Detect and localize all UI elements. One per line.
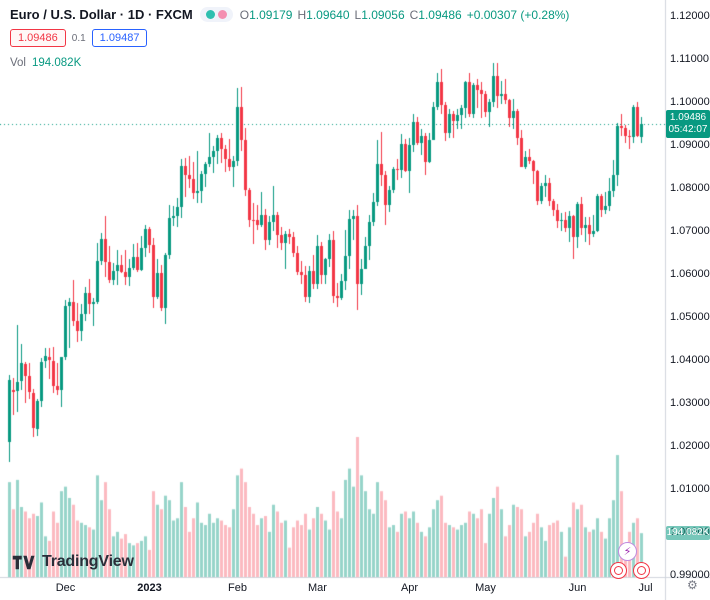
time-axis-label: Jul [638, 582, 653, 594]
broker-button-1[interactable] [610, 562, 627, 579]
open-label: O [239, 7, 250, 22]
price-axis-label: 1.06000 [670, 268, 710, 280]
price-axis-label: 1.01000 [670, 483, 710, 495]
tradingview-logo[interactable]: TradingView [12, 553, 134, 571]
time-axis-label: Dec [55, 582, 76, 594]
price-axis-label: 1.04000 [670, 354, 710, 366]
price-axis-label: 1.10000 [670, 96, 710, 108]
current-price-badge: 1.09486 05:42:07 [666, 110, 710, 139]
broker-icon-2 [637, 566, 646, 575]
close-value: 1.09486 [418, 7, 462, 22]
price-axis-label: 1.09000 [670, 139, 710, 151]
instant-trade-button[interactable]: ⚡ [618, 542, 637, 561]
current-price-badge-value: 1.09486 [669, 112, 707, 124]
price-axis-label: 1.03000 [670, 397, 710, 409]
time-axis-label: Feb [228, 582, 247, 594]
sell-button[interactable]: 1.09486 [10, 29, 66, 47]
base-currency-icon [205, 10, 215, 19]
price-axis-label: 1.02000 [670, 440, 710, 452]
price-axis-label: 1.12000 [670, 10, 710, 22]
price-axis-label: 0.99000 [670, 569, 710, 581]
buy-button[interactable]: 1.09487 [91, 29, 148, 47]
ohlc-readout: O1.09179 H1.09640 L1.09056 C1.09486 +0.0… [240, 8, 570, 22]
volume-label: Vol [10, 57, 26, 69]
time-axis-label: Mar [308, 582, 327, 594]
gear-icon: ⚙ [687, 578, 698, 592]
volume-value: 194.082K [32, 57, 82, 69]
tradingview-logo-text: TradingView [42, 553, 134, 570]
low-label: L [354, 7, 362, 22]
time-axis-label: May [475, 582, 496, 594]
countdown-timer: 05:42:07 [668, 124, 708, 136]
price-axis-label: 1.07000 [670, 225, 710, 237]
low-value: 1.09056 [361, 7, 405, 22]
high-value: 1.09640 [306, 7, 350, 22]
time-axis-label: Jun [568, 582, 587, 594]
high-label: H [297, 7, 307, 22]
quote-currency-icon [217, 10, 227, 19]
broker-button-2[interactable] [633, 562, 650, 579]
chart-legend: Euro / U.S. Dollar · 1D · FXCM O1.09179 … [10, 7, 569, 22]
lightning-icon: ⚡ [623, 546, 632, 558]
volume-axis-badge: 194.082K [666, 526, 710, 541]
symbol-title[interactable]: Euro / U.S. Dollar · 1D · FXCM [10, 7, 193, 22]
axis-settings-button[interactable]: ⚙ [687, 578, 698, 592]
trade-widget: 1.09486 0.1 1.09487 [10, 29, 148, 47]
broker-icon-1 [614, 566, 623, 575]
volume-readout: Vol 194.082K [10, 57, 81, 69]
time-axis-label: Apr [400, 582, 419, 594]
open-value: 1.09179 [249, 7, 293, 22]
time-axis-label: 2023 [137, 582, 162, 594]
tradingview-logo-icon [12, 555, 35, 569]
currency-pair-pill[interactable] [199, 7, 233, 22]
close-label: C [409, 7, 419, 22]
price-axis-label: 1.11000 [670, 53, 709, 65]
change-value: +0.00307 (+0.28%) [466, 7, 570, 22]
price-axis-label: 1.08000 [670, 182, 710, 194]
price-axis-label: 1.05000 [670, 311, 710, 323]
spread-value: 0.1 [71, 32, 86, 44]
